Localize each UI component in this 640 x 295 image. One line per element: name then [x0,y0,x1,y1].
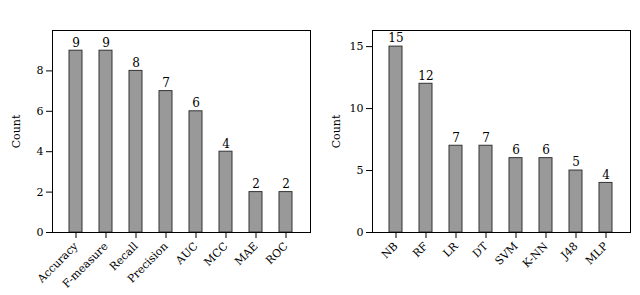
svg-text:10: 10 [350,102,364,115]
svg-text:K-NN: K-NN [520,239,551,270]
svg-text:5: 5 [572,155,580,169]
svg-text:MLP: MLP [583,239,611,267]
svg-text:2: 2 [282,177,290,191]
svg-text:6: 6 [512,143,520,157]
svg-text:15: 15 [350,40,364,53]
svg-text:7: 7 [482,131,490,145]
svg-text:15: 15 [388,31,403,45]
svg-text:6: 6 [542,143,550,157]
svg-text:0: 0 [357,226,364,239]
svg-text:Precision: Precision [125,240,171,286]
svg-text:MCC: MCC [202,240,231,269]
svg-text:9: 9 [72,36,80,50]
svg-text:Count: Count [330,114,343,148]
svg-text:8: 8 [37,64,44,77]
svg-text:MAE: MAE [232,240,260,268]
svg-text:2: 2 [37,186,44,199]
svg-text:ROC: ROC [263,240,290,267]
svg-text:Recall: Recall [107,239,141,274]
svg-text:4: 4 [37,145,44,158]
svg-text:F-measure: F-measure [60,240,111,291]
svg-text:NB: NB [379,240,401,262]
svg-text:6: 6 [37,105,44,118]
svg-text:9: 9 [102,36,110,50]
svg-text:RF: RF [410,239,431,260]
svg-text:4: 4 [222,137,230,151]
svg-text:Count: Count [10,114,23,148]
svg-text:2: 2 [252,177,260,191]
svg-text:SVM: SVM [493,240,521,268]
svg-text:7: 7 [452,131,460,145]
svg-text:5: 5 [357,164,364,177]
svg-text:4: 4 [602,168,610,182]
svg-text:7: 7 [162,76,170,90]
svg-text:DT: DT [470,239,491,260]
svg-text:LR: LR [440,239,461,260]
svg-text:0: 0 [37,226,44,239]
svg-text:J48: J48 [558,240,581,263]
svg-text:12: 12 [418,69,433,83]
svg-text:8: 8 [132,56,140,70]
svg-text:Accuracy: Accuracy [35,239,81,286]
svg-text:AUC: AUC [173,240,201,268]
svg-text:6: 6 [192,96,200,110]
